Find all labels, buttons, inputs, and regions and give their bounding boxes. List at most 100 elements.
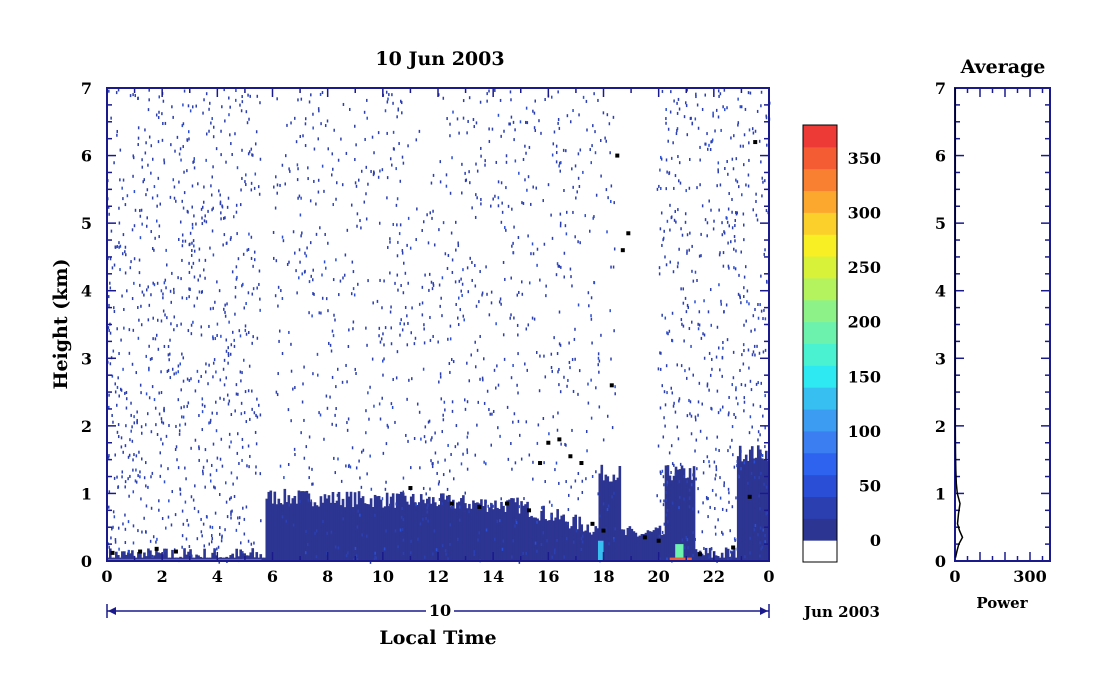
blh-point <box>154 546 159 551</box>
heatmap-cells <box>107 88 771 564</box>
colorbar-tick-label: 150 <box>848 367 881 386</box>
blh-point <box>590 521 595 526</box>
blh-point <box>538 461 543 466</box>
colorbar-swatch <box>803 409 837 432</box>
x-tick-label: 18 <box>592 567 614 586</box>
blh-point <box>449 501 454 506</box>
x-tick-label: 2 <box>157 567 168 586</box>
colorbar-tick-label: 50 <box>859 477 881 496</box>
average-y-tick-label: 0 <box>935 552 946 571</box>
x-tick-label: 0 <box>101 567 112 586</box>
colorbar-swatch <box>803 365 837 388</box>
average-title: Average <box>960 56 1046 78</box>
colorbar-swatch <box>803 430 837 454</box>
blh-point <box>747 494 752 499</box>
colorbar-swatch <box>803 321 837 344</box>
colorbar-swatch <box>803 540 837 563</box>
y-axis-label: Height (km) <box>50 259 72 390</box>
blh-point <box>527 508 532 513</box>
x-tick-label: 8 <box>322 567 333 586</box>
x-tick-label: 10 <box>372 567 394 586</box>
blh-point <box>656 538 661 543</box>
y-tick-label: 7 <box>81 79 92 98</box>
x-tick-label: 12 <box>427 567 449 586</box>
colorbar-swatch <box>803 277 837 301</box>
blh-point <box>698 552 703 557</box>
colorbar-tick-label: 250 <box>848 258 881 277</box>
y-tick-label: 2 <box>81 417 92 436</box>
colorbar-swatches <box>803 125 837 563</box>
average-plot: Average 0 1 2 3 4 5 6 7 0 300 Power <box>935 56 1051 612</box>
y-tick-label: 1 <box>81 484 92 503</box>
y-tick-label: 5 <box>81 214 92 233</box>
x-tick-label: 20 <box>648 567 670 586</box>
colorbar-frame <box>802 124 838 563</box>
colorbar-swatch <box>803 299 837 323</box>
main-plot: 10 Jun 2003 0 2 4 6 8 10 12 14 16 18 20 22 001234567… <box>50 48 880 649</box>
blh-point <box>546 440 551 445</box>
blh-point <box>642 535 647 540</box>
colorbar-swatch <box>803 190 837 213</box>
blh-point <box>568 454 573 459</box>
y-tick-label: 6 <box>81 147 92 166</box>
blh-point <box>620 248 625 253</box>
average-y-tick-label: 7 <box>935 79 946 98</box>
colorbar-swatch <box>803 146 837 170</box>
average-x-label: Power <box>976 594 1028 612</box>
blh-point <box>173 549 178 554</box>
average-y-tick-label: 1 <box>935 484 946 503</box>
average-axes: 0 1 2 3 4 5 6 7 0 300 <box>935 79 1050 586</box>
y-tick-label: 0 <box>81 552 92 571</box>
y-tick-label: 4 <box>81 282 92 301</box>
y-tick-label: 3 <box>81 349 92 368</box>
blh-point <box>753 140 758 145</box>
blh-point <box>579 461 584 466</box>
average-y-tick-label: 6 <box>935 147 946 166</box>
colorbar: 0 50 100 150 200 250 300 350 <box>802 124 881 563</box>
colorbar-swatch <box>803 474 837 497</box>
blh-point <box>504 501 509 506</box>
date-suffix-label: Jun 2003 <box>802 603 880 621</box>
colorbar-swatch <box>803 168 837 192</box>
colorbar-swatch <box>803 343 837 366</box>
colorbar-swatch <box>803 518 837 541</box>
average-x-tick-label: 300 <box>1013 567 1046 586</box>
blh-point <box>626 231 631 236</box>
blh-point <box>615 153 620 158</box>
colorbar-swatch <box>803 125 837 148</box>
colorbar-swatch <box>803 496 837 519</box>
average-plot-frame <box>954 87 1051 562</box>
x-axis-label: Local Time <box>379 627 496 649</box>
blh-point <box>408 486 413 491</box>
x-tick-label: 22 <box>703 567 725 586</box>
colorbar-swatch <box>803 387 837 410</box>
x-tick-label: 6 <box>267 567 278 586</box>
blh-point <box>138 549 143 554</box>
average-y-tick-label: 3 <box>935 349 946 368</box>
x-tick-label: 4 <box>212 567 223 586</box>
colorbar-swatch <box>803 234 837 257</box>
main-title: 10 Jun 2003 <box>375 48 504 70</box>
blh-point <box>110 550 115 555</box>
average-y-tick-label: 2 <box>935 417 946 436</box>
x-tick-label: 14 <box>482 567 504 586</box>
blh-point <box>477 504 482 509</box>
average-power-line <box>954 88 964 558</box>
colorbar-tick-labels: 0 50 100 150 200 250 300 350 <box>848 149 881 550</box>
colorbar-tick-label: 200 <box>848 313 881 332</box>
colorbar-tick-label: 350 <box>848 149 881 168</box>
blh-point <box>601 528 606 533</box>
colorbar-tick-label: 100 <box>848 422 881 441</box>
boundary-layer-markers <box>110 140 758 557</box>
colorbar-swatch <box>803 256 837 279</box>
colorbar-tick-label: 300 <box>848 203 881 222</box>
blh-point <box>609 383 614 388</box>
colorbar-swatch <box>803 452 837 476</box>
colorbar-swatch <box>803 212 837 235</box>
average-x-tick-label: 0 <box>949 567 960 586</box>
x-tick-label: 0 <box>763 567 774 586</box>
average-y-tick-label: 5 <box>935 214 946 233</box>
date-bar: 10 <box>106 601 770 620</box>
